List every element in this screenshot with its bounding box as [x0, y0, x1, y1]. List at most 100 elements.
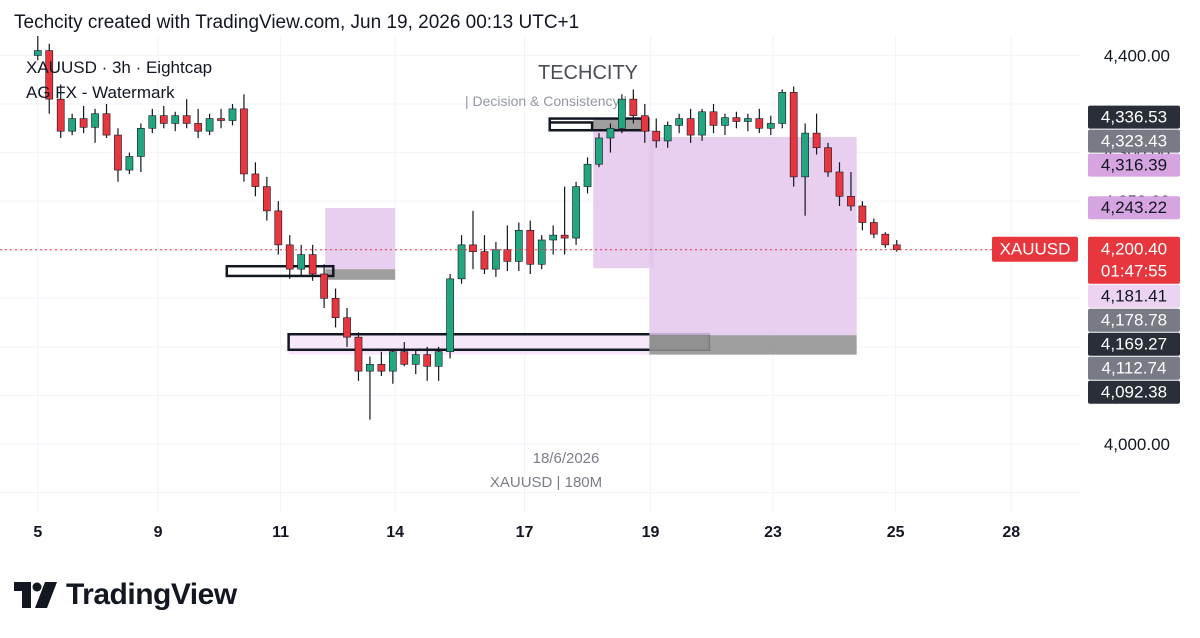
zone-gray: [649, 335, 857, 355]
watermark-date: 18/6/2026: [533, 450, 600, 467]
candle-body: [778, 92, 787, 124]
candle-body: [766, 123, 775, 129]
candle-body: [343, 317, 351, 338]
zone-lightpurple: [288, 335, 650, 355]
candle-body: [91, 113, 99, 128]
x-tick-label: 11: [272, 524, 289, 541]
zone-gray: [325, 269, 396, 280]
price-tag-label: 4,316.39: [1101, 156, 1167, 175]
chart-legend: XAUUSD · 3h · Eightcap AG FX - Watermark: [26, 58, 212, 102]
candle-body: [434, 351, 443, 367]
zone-purple: [593, 130, 654, 269]
candle-body: [228, 108, 237, 121]
candle-body: [171, 115, 180, 124]
candle-body: [583, 163, 592, 187]
candle-body: [469, 244, 477, 252]
chart-grid: [0, 36, 1080, 512]
candle-body: [102, 113, 111, 136]
tradingview-footer[interactable]: TradingView: [14, 578, 237, 612]
candle-body: [79, 118, 88, 128]
current-symbol-label: XAUUSD: [1000, 240, 1071, 259]
candle-body: [835, 171, 844, 197]
zone-box: [225, 264, 335, 278]
price-tags: 4,336.53 4,323.43 4,316.39 4,243.22 4,181.41…: [992, 105, 1180, 404]
candle-body: [194, 123, 202, 132]
time-axis: 5 9 11 14 17 19 23 25 28: [33, 524, 1020, 541]
candle-body: [755, 118, 764, 129]
legend-indicator: AG FX - Watermark: [26, 83, 175, 102]
candle-body: [400, 351, 409, 365]
candle-body: [274, 210, 283, 246]
candle-body: [503, 249, 512, 262]
candle-body: [114, 134, 122, 171]
candle-body: [377, 364, 386, 372]
candle-body: [652, 130, 661, 142]
candle-body: [45, 50, 54, 100]
candle-body: [560, 234, 569, 239]
price-tag-label: 4,169.27: [1101, 335, 1167, 354]
candle-body: [411, 354, 420, 365]
price-tag-bg: [1088, 308, 1180, 332]
price-tag-label: 4,243.22: [1101, 198, 1167, 217]
candle-body: [263, 186, 271, 212]
y-tick-label: 4,000.00: [1104, 435, 1170, 454]
current-price-countdown: 01:47:55: [1101, 262, 1167, 281]
candle-body: [217, 118, 225, 121]
candles-layer: [33, 36, 901, 420]
candle-body: [331, 297, 340, 319]
candle-body: [137, 127, 145, 157]
candle-body: [240, 108, 248, 175]
x-tick-label: 9: [154, 524, 163, 541]
current-symbol-bg: [992, 236, 1078, 262]
x-tick-label: 17: [516, 524, 534, 541]
chart-header: Techcity created with TradingView.com, J…: [14, 12, 580, 33]
x-tick-label: 19: [642, 524, 660, 541]
candle-body: [686, 118, 695, 136]
candle-body: [320, 273, 328, 299]
tradingview-logo-icon: [14, 582, 57, 608]
candle-body: [881, 233, 890, 246]
candle-body: [663, 125, 672, 142]
candle-body: [789, 92, 798, 178]
candle-body: [205, 118, 214, 132]
x-tick-label: 5: [33, 524, 42, 541]
zone-purple: [325, 207, 396, 270]
candle-body: [744, 118, 752, 122]
candle-body: [640, 115, 649, 132]
x-tick-label: 23: [764, 524, 782, 541]
candle-body: [446, 278, 454, 353]
price-tag-label: 4,181.41: [1101, 287, 1167, 306]
candle-body: [721, 117, 729, 126]
candle-body: [629, 98, 638, 116]
price-tag-bg: [1088, 332, 1180, 356]
y-tick-label: 4,400.00: [1104, 46, 1170, 65]
candle-body: [526, 229, 535, 265]
candle-body: [182, 115, 191, 124]
candle-body: [709, 111, 718, 126]
candle-body: [68, 118, 77, 132]
candle-body: [869, 222, 878, 235]
candle-body: [606, 127, 615, 139]
candle-body: [847, 195, 855, 207]
candle-body: [858, 205, 867, 223]
candle-body: [457, 244, 466, 280]
candle-body: [125, 156, 134, 171]
candle-body: [595, 137, 603, 165]
candle-body: [698, 111, 706, 136]
price-tag-bg: [1088, 129, 1180, 153]
candle-body: [492, 249, 500, 270]
candle-body: [892, 244, 901, 251]
current-price-value: 4,200.40: [1101, 240, 1167, 259]
candle-body: [480, 251, 489, 270]
zones-layer: [225, 117, 857, 355]
chart-watermark: TECHCITY | Decision & Consistency | 18/6…: [465, 62, 638, 491]
candle-body: [732, 117, 741, 122]
legend-symbol: XAUUSD · 3h · Eightcap: [26, 58, 212, 77]
candle-body: [33, 50, 42, 56]
price-tag-label: 4,178.78: [1101, 311, 1167, 330]
zone-box: [548, 121, 594, 132]
zone-purple: [649, 137, 857, 336]
candle-body: [423, 354, 432, 367]
candle-body: [354, 336, 363, 372]
